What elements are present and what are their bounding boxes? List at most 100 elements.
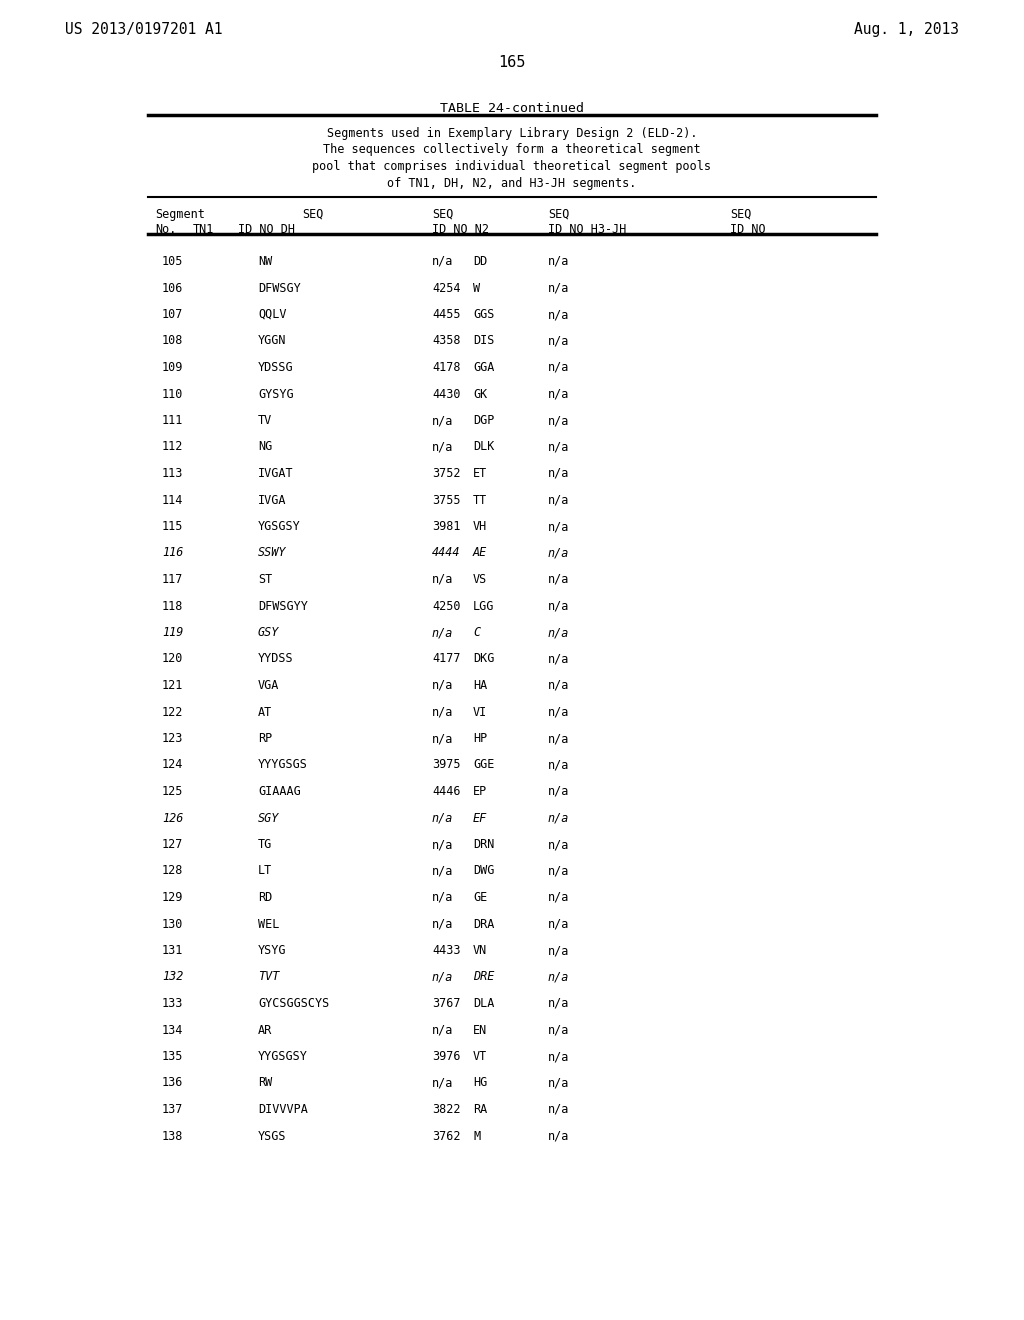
Text: n/a: n/a — [548, 678, 569, 692]
Text: n/a: n/a — [548, 573, 569, 586]
Text: n/a: n/a — [548, 970, 569, 983]
Text: n/a: n/a — [548, 812, 569, 825]
Text: n/a: n/a — [548, 1049, 569, 1063]
Text: YDSSG: YDSSG — [258, 360, 294, 374]
Text: ID NO H3-JH: ID NO H3-JH — [548, 223, 627, 236]
Text: n/a: n/a — [548, 1130, 569, 1143]
Text: n/a: n/a — [432, 441, 454, 454]
Text: n/a: n/a — [548, 997, 569, 1010]
Text: n/a: n/a — [432, 255, 454, 268]
Text: US 2013/0197201 A1: US 2013/0197201 A1 — [65, 22, 222, 37]
Text: Segment: Segment — [155, 209, 205, 220]
Text: SEQ: SEQ — [548, 209, 569, 220]
Text: n/a: n/a — [548, 891, 569, 904]
Text: ID NO DH: ID NO DH — [238, 223, 295, 236]
Text: HP: HP — [473, 733, 487, 744]
Text: n/a: n/a — [548, 865, 569, 878]
Text: AT: AT — [258, 705, 272, 718]
Text: DLK: DLK — [473, 441, 495, 454]
Text: AE: AE — [473, 546, 487, 560]
Text: 111: 111 — [162, 414, 183, 426]
Text: TN1: TN1 — [193, 223, 214, 236]
Text: n/a: n/a — [548, 1104, 569, 1115]
Text: YSGS: YSGS — [258, 1130, 287, 1143]
Text: 4446: 4446 — [432, 785, 461, 799]
Text: YGSGSY: YGSGSY — [258, 520, 301, 533]
Text: DIS: DIS — [473, 334, 495, 347]
Text: 4430: 4430 — [432, 388, 461, 400]
Text: DKG: DKG — [473, 652, 495, 665]
Text: ST: ST — [258, 573, 272, 586]
Text: 112: 112 — [162, 441, 183, 454]
Text: 107: 107 — [162, 308, 183, 321]
Text: 121: 121 — [162, 678, 183, 692]
Text: C: C — [473, 626, 480, 639]
Text: VN: VN — [473, 944, 487, 957]
Text: VI: VI — [473, 705, 487, 718]
Text: n/a: n/a — [432, 838, 454, 851]
Text: 4433: 4433 — [432, 944, 461, 957]
Text: W: W — [473, 281, 480, 294]
Text: 4178: 4178 — [432, 360, 461, 374]
Text: 3975: 3975 — [432, 759, 461, 771]
Text: GYSYG: GYSYG — [258, 388, 294, 400]
Text: n/a: n/a — [432, 917, 454, 931]
Text: ID NO N2: ID NO N2 — [432, 223, 489, 236]
Text: AR: AR — [258, 1023, 272, 1036]
Text: YGGN: YGGN — [258, 334, 287, 347]
Text: of TN1, DH, N2, and H3-JH segments.: of TN1, DH, N2, and H3-JH segments. — [387, 177, 637, 190]
Text: n/a: n/a — [548, 733, 569, 744]
Text: n/a: n/a — [548, 785, 569, 799]
Text: 165: 165 — [499, 55, 525, 70]
Text: VS: VS — [473, 573, 487, 586]
Text: VT: VT — [473, 1049, 487, 1063]
Text: 136: 136 — [162, 1077, 183, 1089]
Text: 3762: 3762 — [432, 1130, 461, 1143]
Text: SEQ: SEQ — [302, 209, 324, 220]
Text: 109: 109 — [162, 360, 183, 374]
Text: GGA: GGA — [473, 360, 495, 374]
Text: DGP: DGP — [473, 414, 495, 426]
Text: n/a: n/a — [432, 705, 454, 718]
Text: n/a: n/a — [548, 1023, 569, 1036]
Text: EF: EF — [473, 812, 487, 825]
Text: TG: TG — [258, 838, 272, 851]
Text: HG: HG — [473, 1077, 487, 1089]
Text: YYDSS: YYDSS — [258, 652, 294, 665]
Text: EP: EP — [473, 785, 487, 799]
Text: DLA: DLA — [473, 997, 495, 1010]
Text: n/a: n/a — [548, 520, 569, 533]
Text: DWG: DWG — [473, 865, 495, 878]
Text: GSY: GSY — [258, 626, 280, 639]
Text: 3976: 3976 — [432, 1049, 461, 1063]
Text: No.: No. — [155, 223, 176, 236]
Text: 138: 138 — [162, 1130, 183, 1143]
Text: 4455: 4455 — [432, 308, 461, 321]
Text: 114: 114 — [162, 494, 183, 507]
Text: 125: 125 — [162, 785, 183, 799]
Text: n/a: n/a — [432, 1023, 454, 1036]
Text: 3755: 3755 — [432, 494, 461, 507]
Text: 106: 106 — [162, 281, 183, 294]
Text: SSWY: SSWY — [258, 546, 287, 560]
Text: n/a: n/a — [548, 308, 569, 321]
Text: YYGSGSY: YYGSGSY — [258, 1049, 308, 1063]
Text: ID NO: ID NO — [730, 223, 766, 236]
Text: WEL: WEL — [258, 917, 280, 931]
Text: n/a: n/a — [432, 1077, 454, 1089]
Text: 116: 116 — [162, 546, 183, 560]
Text: 115: 115 — [162, 520, 183, 533]
Text: LGG: LGG — [473, 599, 495, 612]
Text: DFWSGYY: DFWSGYY — [258, 599, 308, 612]
Text: 131: 131 — [162, 944, 183, 957]
Text: n/a: n/a — [432, 812, 454, 825]
Text: QQLV: QQLV — [258, 308, 287, 321]
Text: RD: RD — [258, 891, 272, 904]
Text: DRA: DRA — [473, 917, 495, 931]
Text: 134: 134 — [162, 1023, 183, 1036]
Text: n/a: n/a — [548, 546, 569, 560]
Text: n/a: n/a — [548, 917, 569, 931]
Text: 133: 133 — [162, 997, 183, 1010]
Text: IVGA: IVGA — [258, 494, 287, 507]
Text: n/a: n/a — [432, 865, 454, 878]
